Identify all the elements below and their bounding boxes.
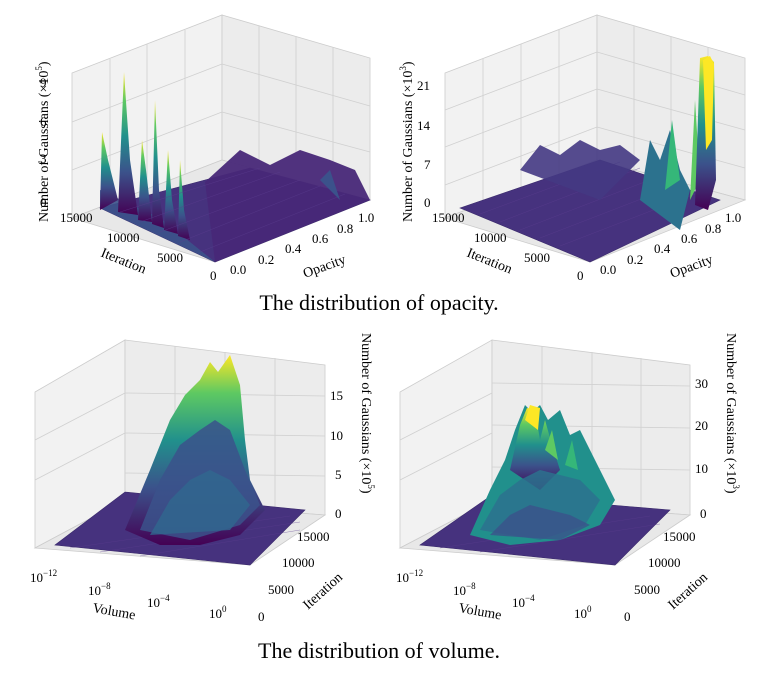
y-tick: 15000 (60, 210, 93, 225)
panel-volume-right: 0 10 20 30 Number of Gaussians (×103) 0 … (396, 333, 741, 624)
x-tick: 0.2 (627, 252, 643, 267)
z-tick: 21 (417, 78, 430, 93)
z-tick: 30 (695, 376, 708, 391)
z-axis-label: Number of Gaussians (×103) (398, 61, 416, 222)
x-tick: 0.4 (654, 241, 671, 256)
y-tick: 5000 (634, 582, 660, 597)
y-axis-label: Iteration (99, 246, 149, 278)
z-tick: 0 (700, 506, 707, 521)
z-tick: 15 (330, 388, 343, 403)
y-tick: 15000 (663, 529, 696, 544)
z-tick: 0 (335, 506, 342, 521)
y-axis-label: Iteration (666, 570, 711, 613)
y-tick: 0 (577, 268, 584, 283)
x-tick: 0.2 (258, 252, 274, 267)
x-axis-label: Volume (457, 601, 502, 623)
y-tick: 5000 (524, 250, 550, 265)
x-tick: 1.0 (358, 210, 374, 225)
grid-lines (444, 26, 746, 203)
y-tick: 10000 (648, 555, 681, 570)
surface-volume-left (54, 355, 306, 566)
z-axis-label: Number of Gaussians (×105) (358, 333, 376, 494)
z-tick: 10 (330, 428, 343, 443)
z-tick: 0 (424, 195, 431, 210)
y-tick: 5000 (268, 582, 294, 597)
x-tick: 0.8 (705, 221, 721, 236)
x-tick: 100 (209, 604, 227, 621)
x-tick: 10−12 (396, 568, 423, 585)
x-tick: 100 (574, 604, 592, 621)
z-tick: 7 (424, 157, 431, 172)
z-tick: 9 (40, 75, 47, 90)
x-tick: 0.0 (600, 262, 616, 277)
z-axis-label: Number of Gaussians (×105) (34, 61, 52, 222)
x-tick: 0.0 (230, 262, 246, 277)
x-tick: 10−4 (512, 593, 535, 610)
y-tick: 0 (258, 609, 265, 624)
z-tick: 6 (40, 114, 47, 129)
y-tick: 10000 (474, 230, 507, 245)
y-axis-label: Iteration (465, 246, 515, 278)
caption-opacity: The distribution of opacity. (259, 290, 499, 315)
z-tick: 20 (695, 418, 708, 433)
x-axis-label: Opacity (668, 253, 715, 282)
panel-opacity-right: 0 7 14 21 Number of Gaussians (×103) 150… (398, 14, 747, 283)
surface-opacity-left (99, 72, 371, 263)
grid-lines (71, 26, 371, 203)
x-tick: 0.8 (337, 221, 353, 236)
z-tick: 10 (695, 461, 708, 476)
x-tick: 0.6 (681, 231, 698, 246)
y-tick: 10000 (282, 555, 315, 570)
surface-volume-right (419, 405, 671, 566)
y-tick: 0 (210, 268, 217, 283)
z-tick: 0 (40, 195, 47, 210)
y-tick: 15000 (297, 529, 330, 544)
x-tick: 0.6 (312, 231, 329, 246)
x-tick: 10−8 (88, 581, 111, 598)
x-tick: 0.4 (285, 241, 302, 256)
z-tick: 5 (335, 467, 342, 482)
surface-opacity-right (459, 56, 721, 263)
x-tick: 10−4 (147, 593, 170, 610)
x-axis-label: Volume (91, 601, 136, 623)
y-tick: 10000 (107, 230, 140, 245)
caption-volume: The distribution of volume. (258, 638, 500, 663)
x-tick: 10−12 (30, 568, 57, 585)
z-tick: 14 (417, 118, 431, 133)
y-tick: 5000 (157, 250, 183, 265)
panel-opacity-left: 0 3 6 9 Number of Gaussians (×105) 15000… (34, 14, 374, 283)
z-axis-label: Number of Gaussians (×103) (723, 333, 741, 494)
y-axis-label: Iteration (301, 570, 346, 613)
panel-volume-left: 0 5 10 15 Number of Gaussians (×105) 0 5… (30, 333, 376, 624)
y-tick: 15000 (432, 210, 465, 225)
x-tick: 10−8 (453, 581, 476, 598)
x-tick: 1.0 (725, 210, 741, 225)
z-tick: 3 (40, 151, 47, 166)
y-tick: 0 (624, 609, 631, 624)
x-axis-label: Opacity (301, 253, 348, 282)
